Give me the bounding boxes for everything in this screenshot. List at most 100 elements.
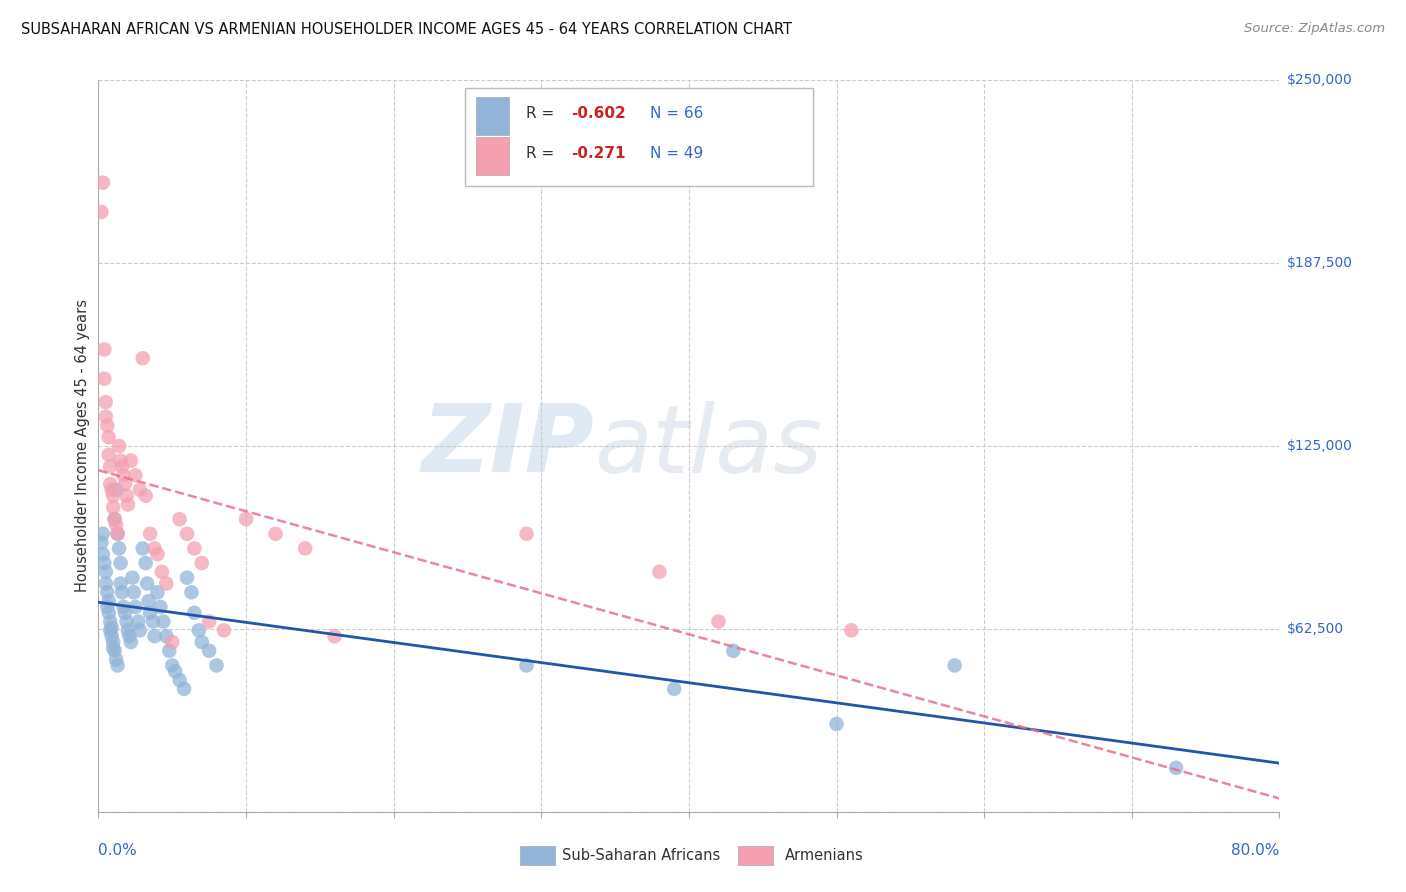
Point <box>112 599 135 614</box>
Point <box>97 606 120 620</box>
Point <box>105 518 128 533</box>
Point <box>169 673 191 687</box>
Point <box>1164 761 1187 775</box>
Point <box>91 176 114 190</box>
Point <box>187 624 209 638</box>
Point <box>97 448 120 462</box>
Point <box>165 665 187 679</box>
Point <box>111 585 134 599</box>
Point <box>108 439 131 453</box>
Text: -0.271: -0.271 <box>571 146 626 161</box>
Point <box>183 606 205 620</box>
Point <box>155 629 177 643</box>
Text: ZIP: ZIP <box>422 400 595 492</box>
Point <box>138 594 160 608</box>
Point <box>198 615 221 629</box>
Text: R =: R = <box>526 106 560 121</box>
FancyBboxPatch shape <box>477 137 509 176</box>
Point <box>198 644 221 658</box>
Point <box>107 658 129 673</box>
Point <box>93 343 115 357</box>
Point <box>91 526 114 541</box>
FancyBboxPatch shape <box>464 87 813 186</box>
Text: N = 49: N = 49 <box>650 146 703 161</box>
Point <box>143 541 166 556</box>
Point <box>117 624 139 638</box>
Point <box>93 556 115 570</box>
Point <box>94 409 117 424</box>
Point <box>103 489 125 503</box>
Text: -0.602: -0.602 <box>571 106 626 121</box>
Point <box>104 512 127 526</box>
Point <box>105 483 128 497</box>
Point <box>155 576 177 591</box>
Point <box>132 541 155 556</box>
Point <box>103 635 125 649</box>
Point <box>152 615 174 629</box>
Text: Armenians: Armenians <box>785 848 863 863</box>
Point <box>127 615 149 629</box>
Point <box>294 541 316 556</box>
Point <box>115 489 138 503</box>
Point <box>120 453 142 467</box>
Point <box>117 498 139 512</box>
Point <box>104 512 127 526</box>
Point <box>108 541 131 556</box>
Point <box>124 468 146 483</box>
Point <box>142 615 165 629</box>
Point <box>183 541 205 556</box>
Point <box>180 585 202 599</box>
Point <box>132 351 155 366</box>
Point <box>235 512 257 526</box>
Point <box>97 594 120 608</box>
Point <box>515 526 537 541</box>
Point <box>98 459 121 474</box>
Point <box>90 535 112 549</box>
Point <box>191 556 214 570</box>
Point <box>839 624 862 638</box>
Text: 0.0%: 0.0% <box>98 843 138 858</box>
Point <box>100 483 122 497</box>
Point <box>323 629 346 643</box>
Point <box>124 599 146 614</box>
Point <box>122 585 145 599</box>
Point <box>94 576 117 591</box>
Text: Sub-Saharan Africans: Sub-Saharan Africans <box>562 848 721 863</box>
Point <box>100 620 122 634</box>
Point <box>110 556 132 570</box>
Point <box>212 624 235 638</box>
Point <box>111 459 134 474</box>
Point <box>135 489 157 503</box>
Text: atlas: atlas <box>595 401 823 491</box>
Text: SUBSAHARAN AFRICAN VS ARMENIAN HOUSEHOLDER INCOME AGES 45 - 64 YEARS CORRELATION: SUBSAHARAN AFRICAN VS ARMENIAN HOUSEHOLD… <box>21 22 792 37</box>
Text: Source: ZipAtlas.com: Source: ZipAtlas.com <box>1244 22 1385 36</box>
Point <box>98 624 121 638</box>
Point <box>707 615 730 629</box>
Text: $62,500: $62,500 <box>1286 622 1344 636</box>
Point <box>96 599 118 614</box>
Point <box>169 512 191 526</box>
Point <box>128 624 150 638</box>
Point <box>648 565 671 579</box>
Point <box>115 615 138 629</box>
Point <box>94 565 117 579</box>
Y-axis label: Householder Income Ages 45 - 64 years: Householder Income Ages 45 - 64 years <box>75 300 90 592</box>
Point <box>162 658 183 673</box>
Point <box>146 547 169 561</box>
Point <box>97 430 120 444</box>
Text: $250,000: $250,000 <box>1286 73 1353 87</box>
Point <box>107 526 129 541</box>
Point <box>149 599 172 614</box>
Text: 80.0%: 80.0% <box>1232 843 1279 858</box>
Point <box>91 547 114 561</box>
Point <box>100 629 122 643</box>
Point <box>96 418 118 433</box>
Point <box>98 615 121 629</box>
Point <box>114 477 136 491</box>
Point <box>139 606 162 620</box>
Point <box>121 571 143 585</box>
Point <box>118 629 141 643</box>
Point <box>93 372 115 386</box>
Point <box>721 644 744 658</box>
Point <box>96 585 118 599</box>
